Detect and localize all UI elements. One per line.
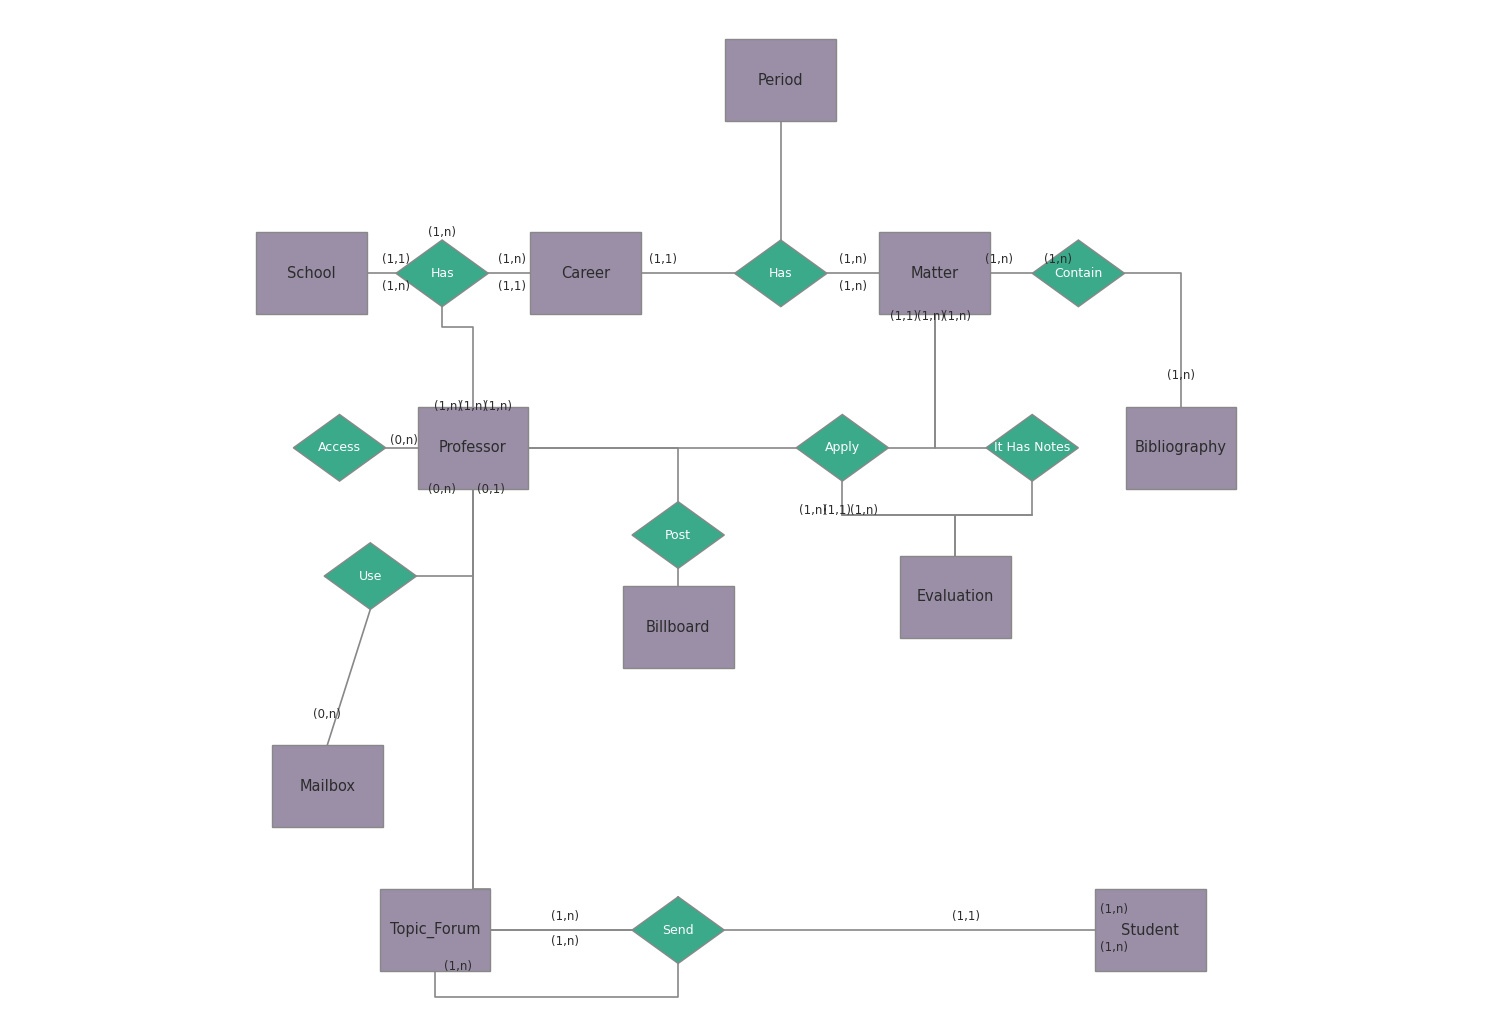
Text: Mailbox: Mailbox bbox=[298, 779, 355, 794]
Text: (1,n): (1,n) bbox=[1044, 253, 1072, 267]
Text: (0,n): (0,n) bbox=[390, 434, 418, 448]
Text: (1,n): (1,n) bbox=[916, 310, 945, 323]
Text: Send: Send bbox=[663, 924, 694, 936]
FancyBboxPatch shape bbox=[256, 233, 368, 315]
Text: (1,1): (1,1) bbox=[824, 504, 850, 517]
Text: (1,1): (1,1) bbox=[951, 911, 980, 923]
Text: Evaluation: Evaluation bbox=[916, 589, 995, 604]
Text: Matter: Matter bbox=[910, 265, 958, 281]
Text: (1,n): (1,n) bbox=[850, 504, 877, 517]
Text: (1,n): (1,n) bbox=[1101, 903, 1128, 916]
FancyBboxPatch shape bbox=[1125, 406, 1236, 489]
FancyBboxPatch shape bbox=[1095, 889, 1206, 971]
Polygon shape bbox=[796, 415, 888, 482]
Text: Access: Access bbox=[318, 441, 362, 454]
Polygon shape bbox=[396, 240, 489, 307]
Text: (1,n): (1,n) bbox=[459, 400, 488, 414]
Polygon shape bbox=[1032, 240, 1125, 307]
FancyBboxPatch shape bbox=[417, 406, 528, 489]
Text: It Has Notes: It Has Notes bbox=[994, 441, 1071, 454]
Text: (1,n): (1,n) bbox=[552, 935, 579, 948]
Text: Contain: Contain bbox=[1054, 267, 1102, 280]
Text: (1,n): (1,n) bbox=[1167, 369, 1196, 383]
Text: Topic_Forum: Topic_Forum bbox=[390, 922, 480, 938]
Text: (1,1): (1,1) bbox=[382, 253, 410, 267]
FancyBboxPatch shape bbox=[900, 556, 1011, 638]
Text: (1,n): (1,n) bbox=[435, 400, 462, 414]
Text: (0,1): (0,1) bbox=[477, 484, 506, 496]
Text: Bibliography: Bibliography bbox=[1136, 440, 1227, 455]
FancyBboxPatch shape bbox=[380, 889, 490, 971]
Text: Career: Career bbox=[561, 265, 610, 281]
Polygon shape bbox=[986, 415, 1078, 482]
Text: (1,n): (1,n) bbox=[798, 504, 826, 517]
Polygon shape bbox=[324, 542, 417, 609]
Polygon shape bbox=[632, 896, 724, 963]
FancyBboxPatch shape bbox=[531, 233, 640, 315]
Text: Billboard: Billboard bbox=[646, 619, 711, 635]
Text: (1,n): (1,n) bbox=[444, 959, 471, 972]
Text: (1,1): (1,1) bbox=[650, 253, 676, 267]
Text: (1,1): (1,1) bbox=[890, 310, 918, 323]
Text: (0,n): (0,n) bbox=[314, 708, 340, 721]
Text: (1,n): (1,n) bbox=[839, 280, 867, 293]
Text: Apply: Apply bbox=[825, 441, 860, 454]
Text: (1,n): (1,n) bbox=[382, 280, 410, 293]
Text: Use: Use bbox=[358, 570, 382, 582]
Text: Has: Has bbox=[770, 267, 792, 280]
Text: (1,n): (1,n) bbox=[498, 253, 526, 267]
Text: Student: Student bbox=[1122, 923, 1179, 937]
Text: Post: Post bbox=[664, 529, 692, 541]
Text: (1,n): (1,n) bbox=[552, 911, 579, 923]
Text: Period: Period bbox=[758, 73, 804, 87]
Text: Has: Has bbox=[430, 267, 454, 280]
Polygon shape bbox=[735, 240, 827, 307]
Text: (1,n): (1,n) bbox=[1101, 942, 1128, 954]
FancyBboxPatch shape bbox=[879, 233, 990, 315]
FancyBboxPatch shape bbox=[622, 587, 734, 669]
Text: (1,n): (1,n) bbox=[427, 225, 456, 239]
Text: (1,n): (1,n) bbox=[986, 253, 1014, 267]
Text: (1,n): (1,n) bbox=[839, 253, 867, 267]
Text: (1,n): (1,n) bbox=[944, 310, 972, 323]
Text: Professor: Professor bbox=[440, 440, 507, 455]
Polygon shape bbox=[632, 502, 724, 568]
Polygon shape bbox=[294, 415, 386, 482]
Text: (1,1): (1,1) bbox=[498, 280, 526, 293]
Text: (0,n): (0,n) bbox=[427, 484, 456, 496]
FancyBboxPatch shape bbox=[272, 745, 382, 827]
Text: (1,n): (1,n) bbox=[483, 400, 512, 414]
FancyBboxPatch shape bbox=[726, 39, 836, 121]
Text: School: School bbox=[288, 265, 336, 281]
